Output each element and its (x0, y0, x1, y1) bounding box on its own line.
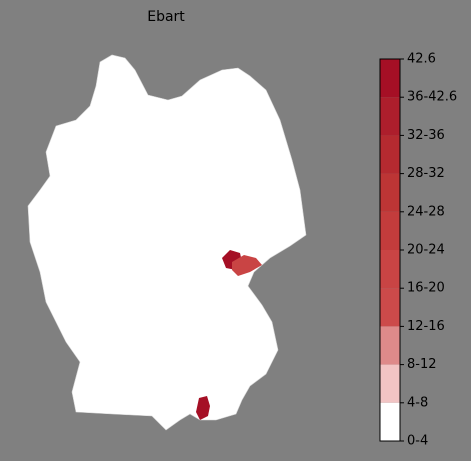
colorbar-segment (380, 288, 400, 327)
colorbar-label: 24-28 (407, 204, 445, 219)
colorbar-segment (380, 250, 400, 289)
colorbar-label: 28-32 (407, 166, 445, 181)
colorbar-label: 32-36 (407, 128, 445, 143)
colorbar-label: 20-24 (407, 243, 445, 258)
colorbar-segment (380, 97, 400, 136)
colorbar-label: 8-12 (407, 357, 437, 372)
colorbar-segment (380, 173, 400, 212)
colorbar-segment (380, 402, 400, 441)
colorbar-segment (380, 364, 400, 403)
colorbar-label: 16-20 (407, 281, 445, 296)
colorbar-segment (380, 59, 400, 98)
germany-outline (27, 54, 307, 431)
map-title: Ebart (147, 9, 185, 25)
map (27, 54, 307, 431)
colorbar-label: 0-4 (407, 434, 428, 449)
colorbar-label: 42.6 (407, 52, 436, 67)
colorbar-segment (380, 326, 400, 365)
colorbar-segment (380, 211, 400, 250)
colorbar-label: 36-42.6 (407, 90, 457, 105)
region-high-south (196, 396, 210, 420)
colorbar-label: 12-16 (407, 319, 445, 334)
colorbar-label: 4-8 (407, 395, 428, 410)
colorbar-segment (380, 135, 400, 174)
region-mid (232, 255, 262, 276)
